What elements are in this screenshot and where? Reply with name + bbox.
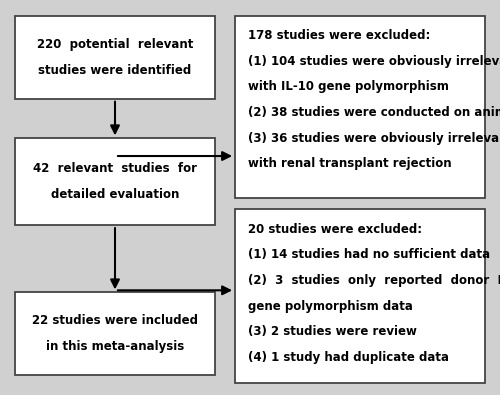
Text: gene polymorphism data: gene polymorphism data — [248, 300, 412, 312]
Text: (1) 14 studies had no sufficient data: (1) 14 studies had no sufficient data — [248, 248, 490, 261]
Text: 178 studies were excluded:: 178 studies were excluded: — [248, 29, 430, 42]
Text: 20 studies were excluded:: 20 studies were excluded: — [248, 223, 422, 235]
FancyBboxPatch shape — [15, 138, 215, 225]
Text: (3) 2 studies were review: (3) 2 studies were review — [248, 325, 416, 338]
FancyBboxPatch shape — [235, 209, 485, 383]
Text: detailed evaluation: detailed evaluation — [51, 188, 179, 201]
FancyBboxPatch shape — [15, 292, 215, 375]
FancyBboxPatch shape — [15, 16, 215, 99]
Text: 22 studies were included: 22 studies were included — [32, 314, 198, 327]
FancyBboxPatch shape — [235, 16, 485, 198]
Text: studies were identified: studies were identified — [38, 64, 192, 77]
Text: (4) 1 study had duplicate data: (4) 1 study had duplicate data — [248, 351, 448, 364]
Text: (3) 36 studies were obviously irrelevant: (3) 36 studies were obviously irrelevant — [248, 132, 500, 145]
Text: with renal transplant rejection: with renal transplant rejection — [248, 158, 451, 170]
Text: (2) 38 studies were conducted on animal: (2) 38 studies were conducted on animal — [248, 106, 500, 119]
Text: (1) 104 studies were obviously irrelevant: (1) 104 studies were obviously irrelevan… — [248, 55, 500, 68]
Text: in this meta-analysis: in this meta-analysis — [46, 340, 184, 353]
Text: with IL-10 gene polymorphism: with IL-10 gene polymorphism — [248, 81, 448, 93]
Text: 42  relevant  studies  for: 42 relevant studies for — [33, 162, 197, 175]
Text: (2)  3  studies  only  reported  donor  IL-10: (2) 3 studies only reported donor IL-10 — [248, 274, 500, 287]
Text: 220  potential  relevant: 220 potential relevant — [37, 38, 193, 51]
